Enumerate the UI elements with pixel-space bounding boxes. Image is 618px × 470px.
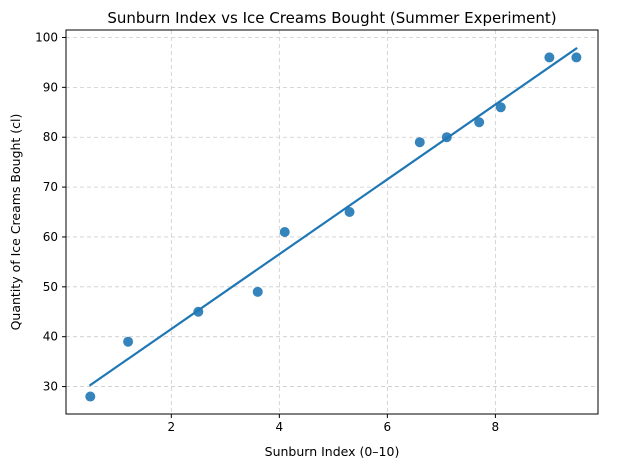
regression-line bbox=[89, 47, 578, 387]
data-point bbox=[571, 52, 582, 63]
data-point bbox=[85, 391, 96, 402]
chart-title: Sunburn Index vs Ice Creams Bought (Summ… bbox=[107, 9, 556, 27]
data-point bbox=[474, 117, 485, 128]
tick-layer: 2 4 6 8 30 40 50 60 70 80 90 100 bbox=[35, 30, 499, 434]
data-point bbox=[123, 336, 134, 347]
x-tick-label: 8 bbox=[492, 420, 500, 434]
y-tick-label: 100 bbox=[35, 30, 58, 44]
data-point bbox=[441, 132, 452, 143]
data-point bbox=[414, 137, 425, 148]
plot-frame bbox=[65, 29, 599, 415]
x-tick-label: 2 bbox=[167, 420, 175, 434]
x-tick-label: 4 bbox=[276, 420, 284, 434]
y-tick-label: 40 bbox=[43, 330, 58, 344]
y-tick-label: 30 bbox=[43, 380, 58, 394]
data-points-layer bbox=[85, 52, 582, 402]
y-tick-label: 80 bbox=[43, 130, 58, 144]
grid-layer bbox=[66, 30, 598, 414]
y-axis-label: Quantity of Ice Creams Bought (cl) bbox=[8, 114, 23, 331]
x-axis-label: Sunburn Index (0–10) bbox=[265, 444, 400, 459]
data-point bbox=[193, 306, 204, 317]
data-point bbox=[252, 286, 263, 297]
data-point bbox=[344, 207, 355, 218]
data-point bbox=[495, 102, 506, 113]
x-tick-label: 6 bbox=[384, 420, 392, 434]
fit-line-layer bbox=[89, 47, 578, 387]
data-point bbox=[544, 52, 555, 63]
y-tick-label: 50 bbox=[43, 280, 58, 294]
y-tick-label: 70 bbox=[43, 180, 58, 194]
data-point bbox=[279, 226, 290, 237]
y-tick-label: 90 bbox=[43, 80, 58, 94]
y-tick-label: 60 bbox=[43, 230, 58, 244]
